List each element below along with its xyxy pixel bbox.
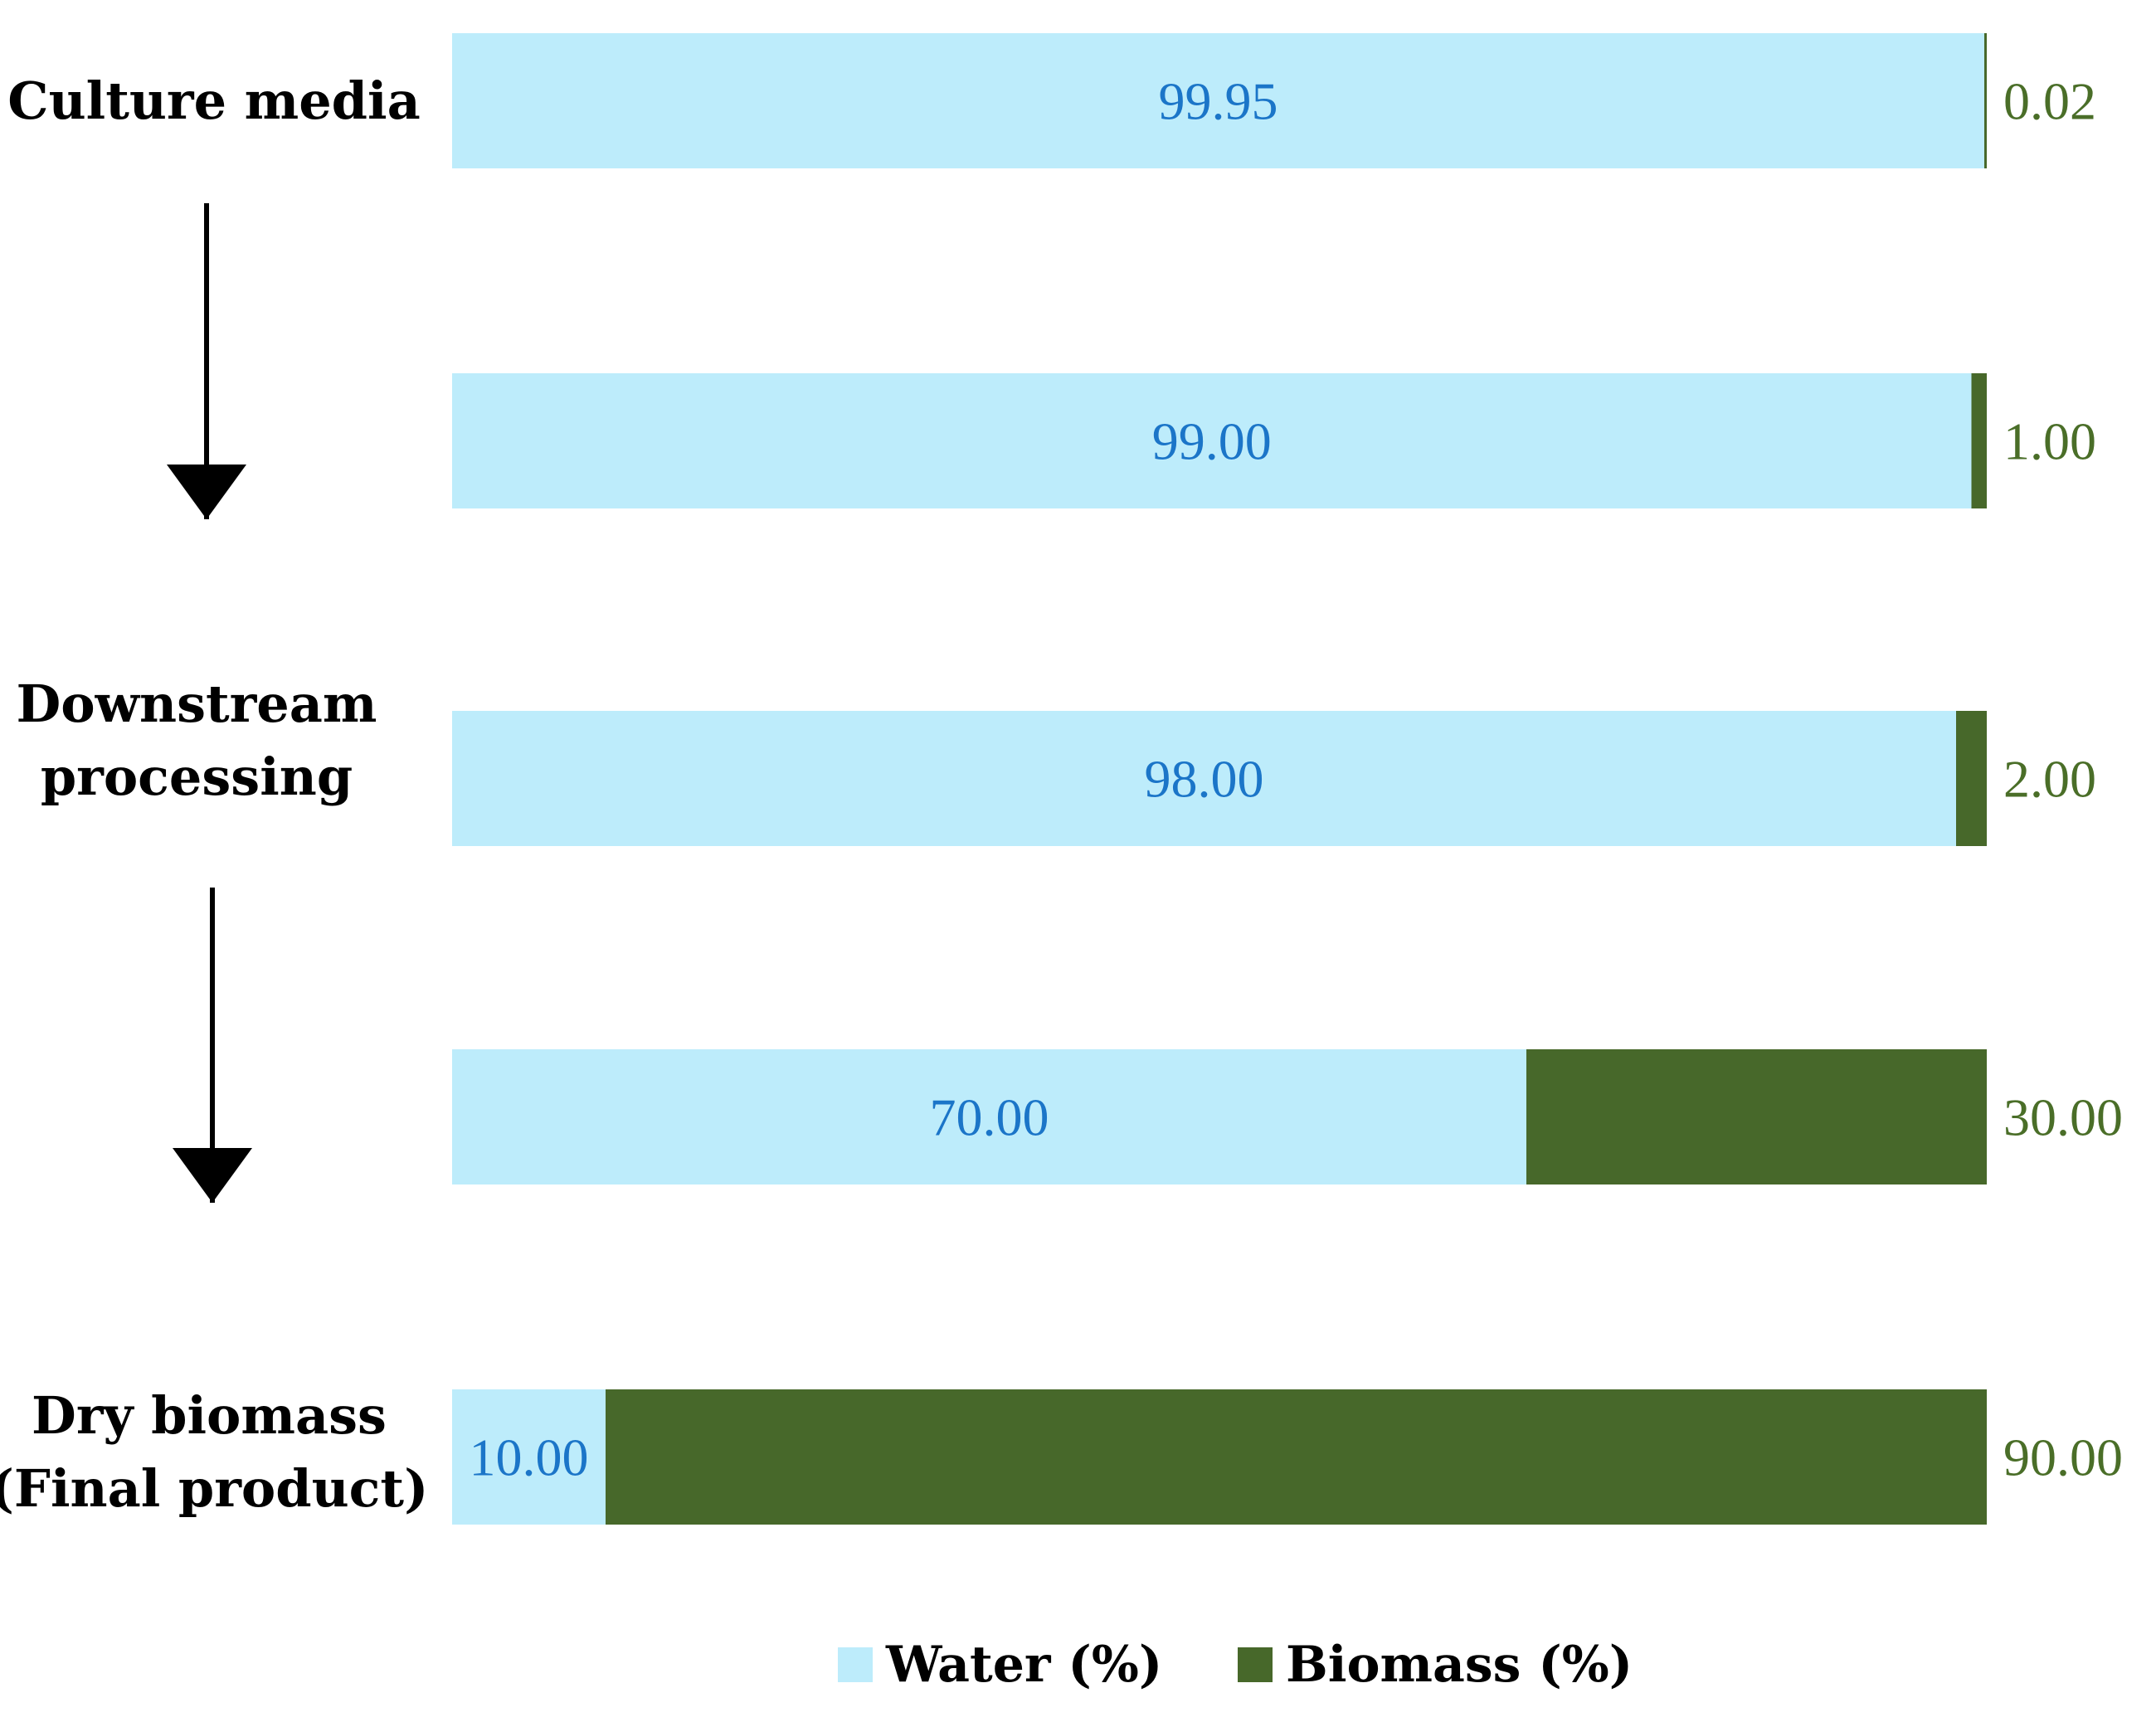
- bar-biomass-2: [1971, 373, 1987, 508]
- biomass-value-label-5: 90.00: [2003, 1428, 2123, 1487]
- legend-label-water: Water (%): [885, 1636, 1162, 1694]
- water-value-label-1: 99.95: [1159, 72, 1278, 131]
- bar-biomass-4: [1526, 1049, 1987, 1184]
- biomass-value-label-1: 0.02: [2003, 72, 2096, 131]
- stage-label-final-product: (Final product): [0, 1458, 428, 1519]
- stage-label-dry-biomass: Dry biomass: [32, 1385, 387, 1446]
- biomass-value-label-4: 30.00: [2003, 1088, 2123, 1147]
- stage-label-culture-media: Culture media: [7, 71, 421, 131]
- water-value-label-3: 98.00: [1145, 750, 1264, 809]
- bar-water-3: [452, 711, 1956, 846]
- legend: Water (%) Biomass (%): [838, 1636, 1633, 1694]
- bar-biomass-5: [606, 1389, 1987, 1525]
- bar-water-2: [452, 373, 1972, 508]
- biomass-value-label-3: 2.00: [2003, 750, 2096, 809]
- biomass-value-label-2: 1.00: [2003, 412, 2096, 471]
- bar-biomass-1: [1984, 33, 1987, 168]
- water-value-label-2: 99.00: [1152, 412, 1272, 471]
- legend-swatch-biomass: [1238, 1647, 1273, 1682]
- legend-swatch-water: [838, 1647, 873, 1682]
- bar-group: 99.95 0.02 99.00 1.00 98.00 2.00 70.00 30.00 10.…: [452, 33, 2123, 1525]
- stage-label-processing: processing: [41, 747, 353, 807]
- water-value-label-5: 10.00: [470, 1428, 589, 1487]
- water-value-label-4: 70.00: [930, 1088, 1049, 1147]
- bar-biomass-3: [1956, 711, 1987, 846]
- legend-label-biomass: Biomass (%): [1286, 1636, 1633, 1694]
- stage-label-downstream: Downstream: [17, 674, 377, 734]
- bar-water-4: [452, 1049, 1526, 1184]
- bar-water-5: [452, 1389, 606, 1525]
- bar-water-1: [452, 33, 1984, 168]
